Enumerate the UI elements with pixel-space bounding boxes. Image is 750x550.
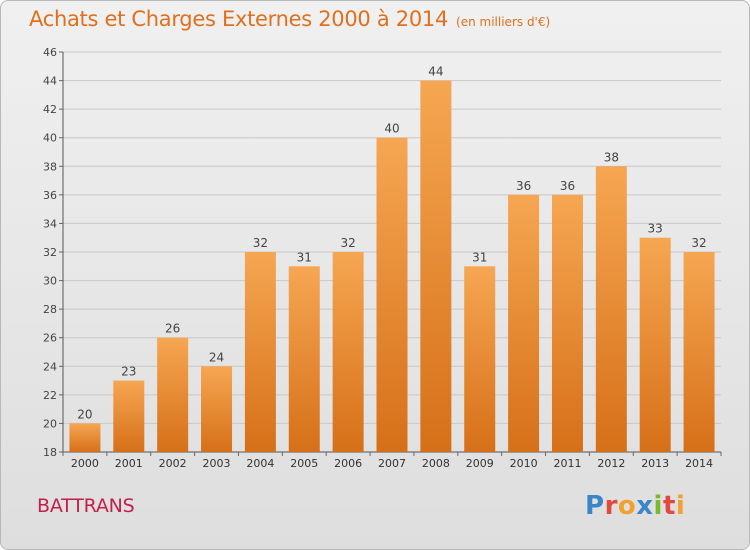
x-tick-label: 2005 xyxy=(290,457,318,470)
y-tick-label: 22 xyxy=(43,389,57,402)
data-label: 32 xyxy=(253,236,268,250)
y-tick-label: 40 xyxy=(43,132,57,145)
logo-letter: i xyxy=(653,491,663,521)
y-tick-label: 38 xyxy=(43,160,57,173)
x-tick-label: 2002 xyxy=(159,457,187,470)
bar xyxy=(244,252,276,452)
bar xyxy=(683,252,715,452)
data-label: 23 xyxy=(121,365,136,379)
data-label: 40 xyxy=(384,122,399,136)
x-tick-label: 2007 xyxy=(378,457,406,470)
bar xyxy=(595,166,627,453)
data-label: 32 xyxy=(691,236,706,250)
data-label: 44 xyxy=(428,65,443,79)
bar xyxy=(157,337,189,452)
data-label: 31 xyxy=(297,250,312,264)
y-tick-label: 44 xyxy=(43,75,57,88)
x-tick-label: 2010 xyxy=(510,457,538,470)
y-tick-label: 26 xyxy=(43,332,57,345)
x-tick-label: 2008 xyxy=(422,457,450,470)
logo-letter: t xyxy=(662,491,676,521)
bar xyxy=(376,137,408,452)
y-tick-label: 32 xyxy=(43,246,57,259)
data-label: 24 xyxy=(209,350,224,364)
data-label: 20 xyxy=(77,407,92,421)
y-tick-label: 36 xyxy=(43,189,57,202)
logo-letter: r xyxy=(604,491,618,521)
x-tick-label: 2012 xyxy=(597,457,625,470)
x-tick-label: 2000 xyxy=(71,457,99,470)
y-tick-label: 30 xyxy=(43,275,57,288)
logo-letter: P xyxy=(585,491,605,521)
y-tick-label: 42 xyxy=(43,103,57,116)
y-tick-label: 28 xyxy=(43,303,57,316)
data-label: 31 xyxy=(472,250,487,264)
logo-letter: o xyxy=(617,491,637,521)
y-tick-label: 18 xyxy=(43,446,57,459)
x-tick-label: 2003 xyxy=(203,457,231,470)
bar xyxy=(551,194,583,452)
x-tick-label: 2001 xyxy=(115,457,143,470)
bar xyxy=(332,252,364,452)
bar xyxy=(639,237,671,452)
logo-letter: x xyxy=(636,491,654,521)
bar xyxy=(69,423,101,452)
x-tick-label: 2013 xyxy=(641,457,669,470)
x-tick-label: 2006 xyxy=(334,457,362,470)
bar xyxy=(508,194,540,452)
title-text: Achats et Charges Externes 2000 à 2014 xyxy=(29,7,449,31)
x-tick-label: 2011 xyxy=(553,457,581,470)
data-label: 32 xyxy=(340,236,355,250)
chart-title: Achats et Charges Externes 2000 à 2014 (e… xyxy=(29,7,550,31)
y-tick-label: 34 xyxy=(43,217,57,230)
proxiti-logo[interactable]: Proxiti xyxy=(585,491,685,521)
bar xyxy=(201,366,233,452)
bar xyxy=(288,266,320,452)
data-label: 36 xyxy=(516,179,531,193)
data-label: 33 xyxy=(648,222,663,236)
bar xyxy=(464,266,496,452)
x-tick-label: 2009 xyxy=(466,457,494,470)
x-tick-label: 2004 xyxy=(246,457,274,470)
entity-name: BATTRANS xyxy=(37,495,135,517)
bar xyxy=(420,80,452,453)
x-tick-label: 2014 xyxy=(685,457,713,470)
y-tick-label: 20 xyxy=(43,417,57,430)
bar xyxy=(113,380,145,452)
unit-text: (en milliers d'€) xyxy=(456,15,551,29)
label-layer: 20 23 26 24 32 31 32 40 44 31 36 36 38 33 32 xyxy=(77,65,706,422)
bar-layer xyxy=(69,80,715,453)
y-tick-label: 46 xyxy=(43,46,57,59)
data-label: 36 xyxy=(560,179,575,193)
y-tick-label: 24 xyxy=(43,360,57,373)
data-label: 26 xyxy=(165,322,180,336)
logo-letter: i xyxy=(675,491,686,521)
data-label: 38 xyxy=(604,150,619,164)
